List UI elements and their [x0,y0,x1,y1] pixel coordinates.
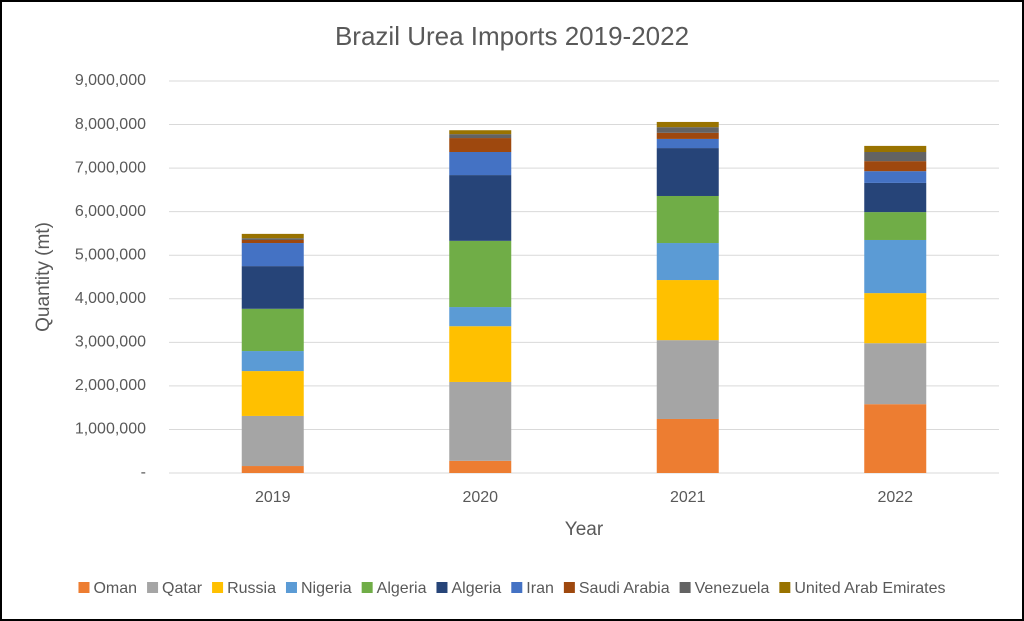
y-tick-label: 9,000,000 [75,72,146,89]
bar-segment [656,138,719,149]
bar-segment [656,280,719,341]
bar-segment [241,415,304,467]
x-tick-label: 2022 [877,489,913,506]
bar-segment [656,195,719,244]
bar-segment [656,418,719,473]
bar-segment [449,460,512,473]
bar-segment [656,148,719,196]
bar-segment [864,182,927,213]
bar-segment [449,240,512,308]
y-tick-label: 2,000,000 [75,377,146,394]
y-tick-label: 8,000,000 [75,116,146,133]
y-tick-label: 7,000,000 [75,159,146,176]
y-tick-label: 6,000,000 [75,203,146,220]
legend-swatch [679,582,691,593]
legend-swatch [361,582,373,593]
x-tick-label: 2019 [255,489,291,506]
legend-label: Algeria [377,580,427,597]
bar-segment [449,307,512,327]
legend-label: Qatar [162,580,203,597]
legend-label: Venezuela [695,580,770,597]
y-tick-label: 5,000,000 [75,246,146,263]
bar-segment [241,233,304,239]
legend-label: Nigeria [301,580,352,597]
legend-swatch [212,582,224,593]
legend-swatch [511,582,523,593]
bar-segment [864,212,927,240]
bar-segment [864,145,927,152]
legend: Oman Qatar Russia Nigeria Algeria Algeria Iran… [78,580,946,597]
bar-segment [241,351,304,372]
x-axis-title: Year [565,519,604,540]
x-tick-label: 2020 [462,489,498,506]
y-tick-label: - [141,464,146,481]
bar-segment [864,239,927,294]
bar-segment [656,132,719,139]
x-tick-label: 2021 [670,489,706,506]
legend-label: Algeria [451,580,501,597]
chart-title: Brazil Urea Imports 2019-2022 [335,21,689,51]
bar-segment [864,171,927,183]
bar-segment [656,340,719,419]
legend-swatch [436,582,448,593]
bar-segment [449,130,512,135]
bar-segment [449,175,512,241]
bar-segment [449,138,512,152]
legend-swatch [285,582,297,593]
bar-segment [241,466,304,473]
bar-segment [656,243,719,281]
legend-label: Saudi Arabia [579,580,670,597]
legend-swatch [78,582,90,593]
bar-segment [864,151,927,162]
bar-segment [241,243,304,267]
bar-segment [864,404,927,473]
bar-segment [241,239,304,244]
legend-label: Iran [526,580,554,597]
bar-segment [241,266,304,309]
y-axis-title: Quantity (mt) [33,222,54,332]
bar-segment [241,238,304,240]
bar-segment [864,293,927,344]
legend-swatch [563,582,575,593]
legend-label: Oman [93,580,137,597]
legend-swatch [779,582,791,593]
y-tick-label: 1,000,000 [75,421,146,438]
bar-segment [656,127,719,133]
bar-segment [449,151,512,176]
bar-segment [864,161,927,172]
bar-segment [449,381,512,461]
bar-segment [449,326,512,382]
bar-segment [864,343,927,405]
legend-label: United Arab Emirates [794,580,945,597]
y-tick-label: 4,000,000 [75,290,146,307]
bar-segment [656,121,719,128]
bar-segment [241,371,304,416]
bar-segment [241,308,304,352]
legend-swatch [147,582,159,593]
legend-label: Russia [227,580,276,597]
y-tick-label: 3,000,000 [75,334,146,351]
bar-segment [449,134,512,139]
